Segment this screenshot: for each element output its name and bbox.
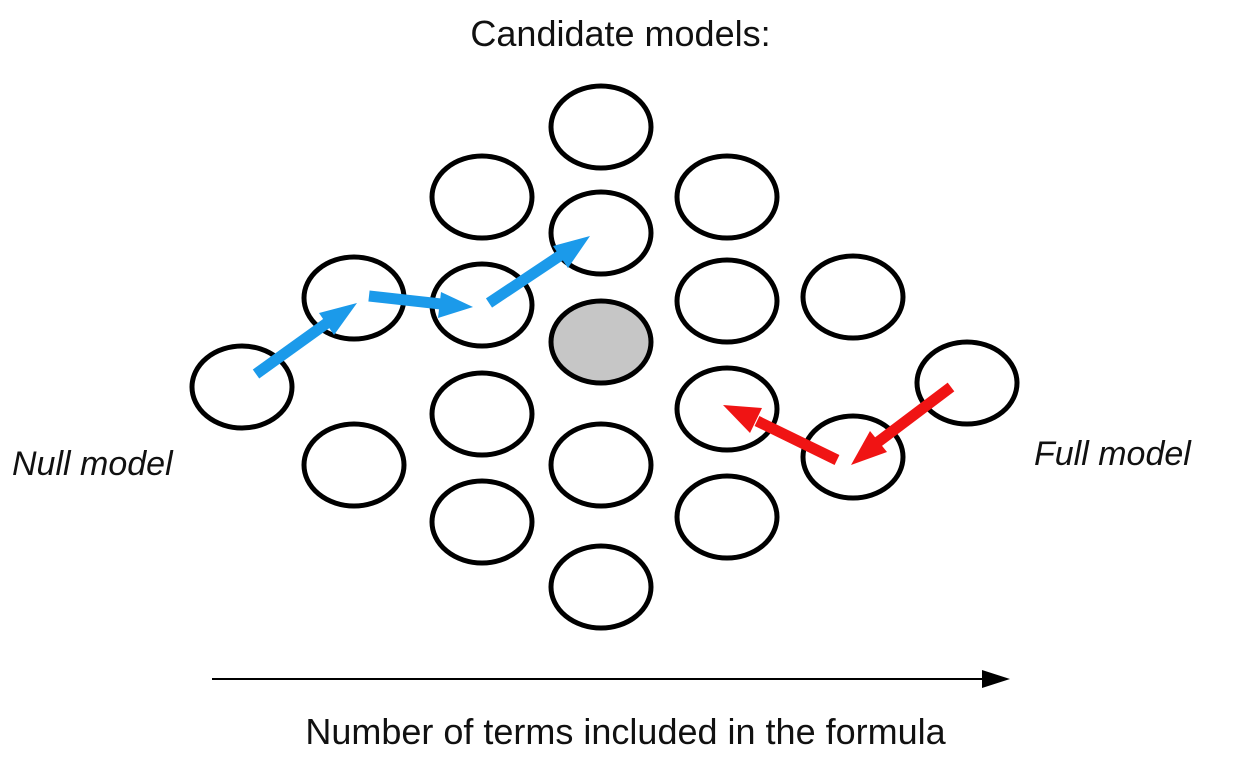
forward-arrow xyxy=(252,318,331,379)
model-circle xyxy=(548,543,654,631)
null-model-label: Null model xyxy=(12,445,173,483)
model-circle xyxy=(674,153,780,241)
model-circle xyxy=(301,421,407,509)
model-circle xyxy=(800,253,906,341)
candidate-models xyxy=(189,83,1020,631)
forward-arrow xyxy=(368,290,442,310)
diagram-title: Candidate models: xyxy=(470,13,771,54)
full-model-label: Full model xyxy=(1034,435,1191,473)
forward-arrow xyxy=(485,250,565,308)
model-circle xyxy=(674,473,780,561)
forward-arrow-head xyxy=(553,236,590,268)
model-circle xyxy=(548,83,654,171)
terms-axis-arrow xyxy=(212,670,1010,688)
highlighted-model-circle xyxy=(548,298,654,386)
model-circle xyxy=(548,421,654,509)
forward-arrow-head xyxy=(319,303,357,335)
backward-arrow-head xyxy=(723,405,762,433)
forward-selection-arrows xyxy=(252,236,590,379)
model-circle xyxy=(914,339,1020,427)
model-circle xyxy=(429,478,535,566)
backward-arrow xyxy=(874,382,955,447)
model-circle xyxy=(674,257,780,345)
model-circle xyxy=(429,153,535,241)
backward-arrow-head xyxy=(851,431,887,465)
backward-arrow xyxy=(754,416,840,465)
model-circle xyxy=(429,370,535,458)
axis-label: Number of terms included in the formula xyxy=(305,711,946,752)
forward-arrow-head xyxy=(438,292,473,318)
backward-elimination-arrows xyxy=(723,382,955,465)
